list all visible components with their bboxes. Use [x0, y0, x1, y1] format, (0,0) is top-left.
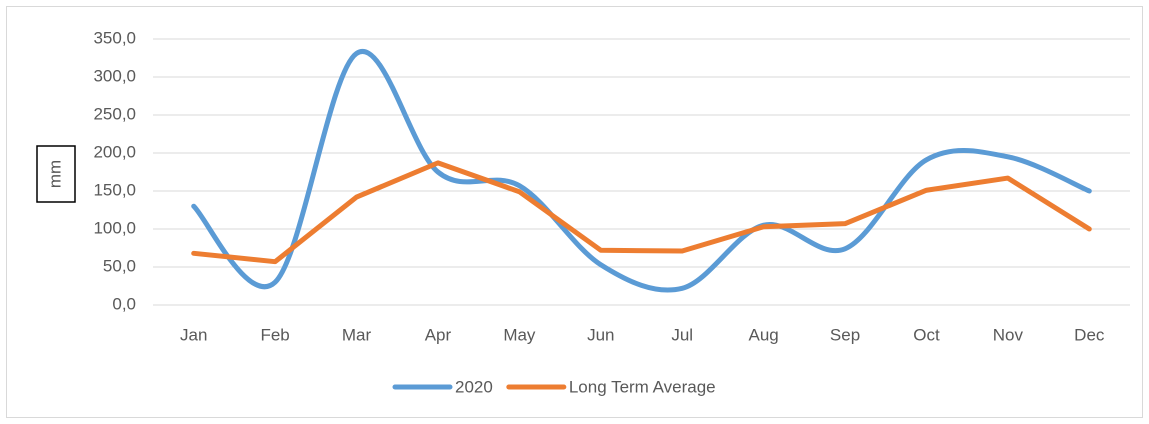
chart-border — [6, 6, 1143, 418]
y-tick-label: 350,0 — [93, 28, 136, 47]
y-tick-label: 100,0 — [93, 218, 136, 237]
x-tick-label: Nov — [993, 325, 1024, 344]
line-series — [191, 49, 1092, 293]
y-tick-label: 150,0 — [93, 180, 136, 199]
x-tick-label: Mar — [342, 325, 372, 344]
y-tick-label: 200,0 — [93, 142, 136, 161]
x-tick-label: Oct — [913, 325, 940, 344]
legend-label: 2020 — [455, 377, 493, 396]
y-tick-label: 50,0 — [103, 256, 136, 275]
legend-label: Long Term Average — [569, 377, 716, 396]
x-tick-label: Sep — [830, 325, 860, 344]
x-tick-label: Jul — [671, 325, 693, 344]
y-tick-label: 0,0 — [112, 294, 136, 313]
x-tick-label: Jun — [587, 325, 614, 344]
x-tick-label: May — [503, 325, 536, 344]
x-tick-label: Aug — [749, 325, 779, 344]
x-tick-label: Dec — [1074, 325, 1105, 344]
x-tick-label: Feb — [260, 325, 289, 344]
y-label-box — [36, 145, 76, 203]
y-tick-label: 250,0 — [93, 104, 136, 123]
y-tick-label: 300,0 — [93, 66, 136, 85]
x-tick-label: Apr — [425, 325, 452, 344]
x-tick-label: Jan — [180, 325, 207, 344]
line-series — [191, 160, 1092, 265]
y-axis-label: mm — [45, 160, 64, 188]
